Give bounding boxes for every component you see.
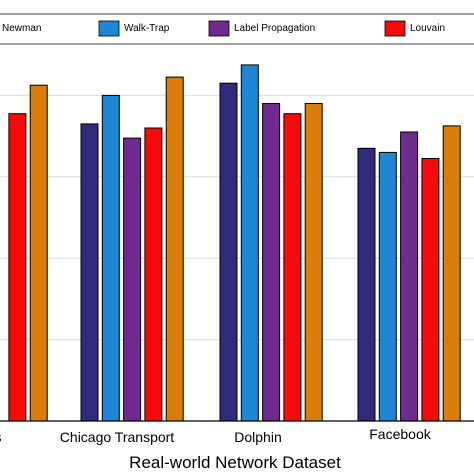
bar-series3-cat3 xyxy=(421,158,440,422)
x-tick-label-0: s xyxy=(0,429,2,445)
bar-series0-cat2 xyxy=(219,82,238,422)
legend-item-newman: Newman xyxy=(2,23,41,34)
bar-series3-cat2 xyxy=(283,113,302,422)
legend-label-newman: Newman xyxy=(2,23,41,34)
bar-series1-cat1 xyxy=(101,94,120,422)
x-axis-title: Real-world Network Dataset xyxy=(129,453,341,472)
bar-series0-cat3 xyxy=(357,147,376,422)
bar-series4-cat0 xyxy=(29,84,48,422)
bar-series2-cat1 xyxy=(123,137,142,422)
bar-series1-cat3 xyxy=(378,151,397,422)
bar-series4-cat1 xyxy=(165,76,184,422)
bar-series4-cat2 xyxy=(304,103,323,422)
bars xyxy=(8,64,461,422)
bar-series1-cat2 xyxy=(240,64,259,422)
legend-label-walk-trap: Walk-Trap xyxy=(124,23,170,34)
legend-label-louvain: Louvain xyxy=(410,23,445,34)
bar-series3-cat1 xyxy=(144,127,163,422)
bar-series2-cat2 xyxy=(262,103,281,422)
legend-swatch-louvain xyxy=(384,20,406,37)
bar-series4-cat3 xyxy=(442,125,461,422)
x-tick-label-3: Facebook xyxy=(369,426,431,442)
legend-item-label-propagation: Label Propagation xyxy=(208,20,315,37)
bar-series0-cat1 xyxy=(80,123,99,422)
bar-series2-cat3 xyxy=(400,131,419,422)
legend-swatch-label-propagation xyxy=(208,20,230,37)
bar-series3-cat0 xyxy=(8,113,27,422)
legend-label-label-propagation: Label Propagation xyxy=(234,23,315,34)
legend-item-walk-trap: Walk-Trap xyxy=(98,20,170,37)
legend-swatch-walk-trap xyxy=(98,20,120,37)
x-tick-labels: s Chicago Transport Dolphin Facebook xyxy=(0,426,432,445)
legend-item-louvain: Louvain xyxy=(384,20,445,37)
x-tick-label-1: Chicago Transport xyxy=(60,429,175,445)
x-tick-label-2: Dolphin xyxy=(234,429,281,445)
